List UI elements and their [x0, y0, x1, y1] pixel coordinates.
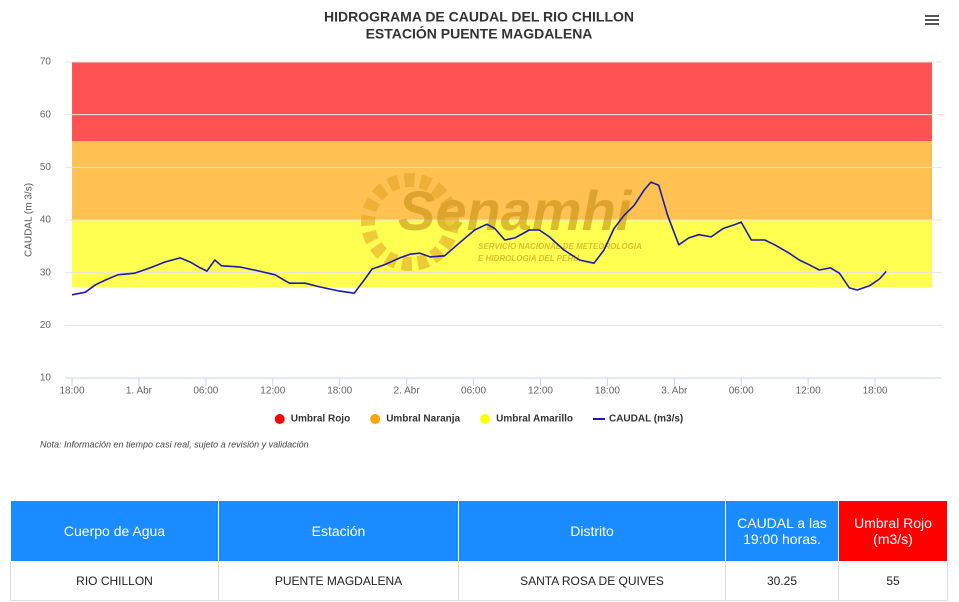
legend-label: Umbral Amarillo: [496, 414, 573, 425]
legend-symbol: [370, 414, 381, 424]
y-tick-label: 10: [40, 373, 52, 384]
watermark-brand: Senamhi: [398, 179, 633, 242]
data-table: Cuerpo de Agua Estación Distrito CAUDAL …: [10, 500, 948, 601]
legend-label: Umbral Naranja: [386, 414, 460, 425]
watermark-text: E HIDROLOGIA DEL PERU: [478, 254, 579, 263]
cell: 30.25: [725, 561, 839, 601]
x-tick-label: 06:00: [193, 386, 218, 397]
data-row: RIO CHILLON PUENTE MAGDALENA SANTA ROSA …: [10, 561, 948, 601]
chart: HIDROGRAMA DE CAUDAL DEL RIO CHILLON EST…: [24, 9, 942, 449]
legend: Umbral Rojo Umbral Naranja Umbral Amarillo…: [274, 414, 683, 425]
legend-symbol: [480, 414, 491, 424]
chart-title: HIDROGRAMA DE CAUDAL DEL RIO CHILLON: [324, 9, 634, 25]
cell: PUENTE MAGDALENA: [218, 561, 459, 601]
chart-subtitle: ESTACIÓN PUENTE MAGDALENA: [366, 25, 593, 42]
x-tick-label: 06:00: [461, 386, 486, 397]
x-tick-label: 12:00: [260, 386, 285, 397]
y-tick-label: 20: [40, 320, 52, 331]
cell: 55: [838, 561, 948, 601]
header-cell: Umbral Rojo (m3/s): [838, 500, 948, 562]
header-cell: CAUDAL a las 19:00 horas.: [725, 500, 839, 562]
legend-symbol: [274, 414, 285, 424]
header-cell: Cuerpo de Agua: [10, 500, 219, 562]
cell: RIO CHILLON: [10, 561, 219, 601]
x-tick-label: 12:00: [796, 386, 821, 397]
threshold-band: [72, 62, 932, 141]
note: Nota: Información en tiempo casi real, s…: [40, 439, 309, 449]
x-tick-label: 1. Abr: [126, 386, 153, 397]
watermark-sun: [361, 173, 459, 271]
y-tick-label: 40: [40, 215, 52, 226]
x-tick-label: 2. Abr: [394, 386, 421, 397]
y-tick-label: 70: [40, 57, 52, 68]
y-axis-label: CAUDAL (m 3/s): [24, 183, 35, 257]
x-tick-label: 06:00: [729, 386, 754, 397]
header-cell: Distrito: [458, 500, 726, 562]
menu-button[interactable]: [925, 15, 939, 25]
header-row: Cuerpo de Agua Estación Distrito CAUDAL …: [10, 500, 948, 562]
x-tick-label: 18:00: [595, 386, 620, 397]
y-tick-label: 30: [40, 267, 52, 278]
x-tick-label: 18:00: [327, 386, 352, 397]
x-tick-label: 18:00: [863, 386, 888, 397]
header-cell: Estación: [218, 500, 459, 562]
threshold-band: [72, 141, 932, 220]
legend-label: Umbral Rojo: [291, 414, 350, 425]
x-tick-label: 18:00: [60, 386, 85, 397]
data-line: [71, 181, 887, 296]
legend-label: CAUDAL (m3/s): [609, 414, 683, 425]
y-tick-label: 50: [40, 162, 52, 173]
x-tick-label: 3. Abr: [661, 386, 688, 397]
y-tick-label: 60: [40, 109, 52, 120]
cell: SANTA ROSA DE QUIVES: [458, 561, 726, 601]
x-tick-label: 12:00: [528, 386, 553, 397]
